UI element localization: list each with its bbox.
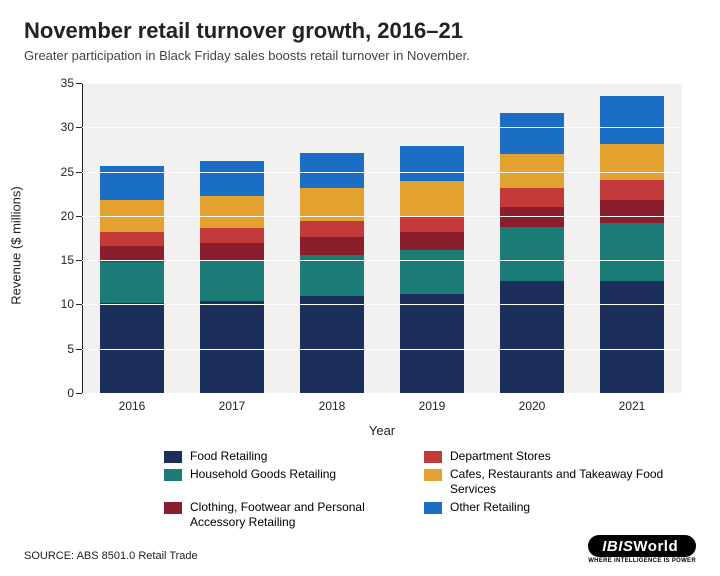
x-tick-label: 2019 <box>400 399 464 413</box>
legend-swatch <box>164 469 182 481</box>
bar-segment <box>500 227 564 281</box>
y-tick-mark <box>76 216 82 217</box>
legend-label: Household Goods Retailing <box>190 467 336 481</box>
legend-label: Department Stores <box>450 449 551 463</box>
chart-subtitle: Greater participation in Black Friday sa… <box>24 48 696 63</box>
bar-segment <box>100 262 164 303</box>
bar-segment <box>400 294 464 393</box>
bar-column <box>400 146 464 393</box>
bar-segment <box>300 237 364 255</box>
y-tick-mark <box>76 304 82 305</box>
bar-segment <box>300 221 364 237</box>
y-tick-label: 10 <box>24 297 74 311</box>
legend-swatch <box>424 469 442 481</box>
bar-column <box>200 161 264 393</box>
legend-label: Food Retailing <box>190 449 267 463</box>
y-tick-label: 20 <box>24 209 74 223</box>
y-axis-label: Revenue ($ millions) <box>9 186 24 305</box>
bar-segment <box>600 144 664 179</box>
y-tick-mark <box>76 349 82 350</box>
grid-line <box>82 172 682 173</box>
grid-line <box>82 349 682 350</box>
grid-line <box>82 83 682 84</box>
x-tick-label: 2020 <box>500 399 564 413</box>
y-tick-label: 15 <box>24 253 74 267</box>
x-tick-label: 2021 <box>600 399 664 413</box>
legend-swatch <box>424 502 442 514</box>
bar-segment <box>300 153 364 188</box>
x-tick-label: 2018 <box>300 399 364 413</box>
legend: Food Retailing Department Stores Household… <box>164 449 696 529</box>
bar-segment <box>600 223 664 281</box>
legend-item: Household Goods Retailing <box>164 467 414 496</box>
bar-segment <box>300 296 364 393</box>
legend-item: Department Stores <box>424 449 674 463</box>
legend-label: Other Retailing <box>450 500 530 514</box>
grid-line <box>82 304 682 305</box>
y-tick-mark <box>76 393 82 394</box>
chart-container: Revenue ($ millions) Year 05101520253035… <box>24 73 694 443</box>
bar-segment <box>600 180 664 200</box>
grid-line <box>82 260 682 261</box>
bar-segment <box>400 232 464 251</box>
grid-line <box>82 127 682 128</box>
legend-label: Clothing, Footwear and Personal Accessor… <box>190 500 414 529</box>
x-tick-label: 2017 <box>200 399 264 413</box>
bar-segment <box>500 113 564 154</box>
y-tick-label: 5 <box>24 342 74 356</box>
x-axis-label: Year <box>82 423 682 438</box>
y-tick-label: 30 <box>24 120 74 134</box>
bar-segment <box>200 228 264 243</box>
bar-segment <box>500 207 564 227</box>
bar-segment <box>200 260 264 301</box>
y-tick-mark <box>76 127 82 128</box>
chart-title: November retail turnover growth, 2016–21 <box>24 18 696 44</box>
legend-swatch <box>164 502 182 514</box>
source-text: SOURCE: ABS 8501.0 Retail Trade <box>24 550 198 562</box>
x-tick-label: 2016 <box>100 399 164 413</box>
bar-segment <box>400 250 464 293</box>
legend-item: Clothing, Footwear and Personal Accessor… <box>164 500 414 529</box>
bar-segment <box>200 161 264 196</box>
y-tick-mark <box>76 172 82 173</box>
bar-segment <box>200 196 264 229</box>
y-tick-mark <box>76 260 82 261</box>
bar-segment <box>500 188 564 207</box>
bar-segment <box>600 281 664 393</box>
legend-swatch <box>424 451 442 463</box>
bar-segment <box>200 301 264 393</box>
legend-item: Cafes, Restaurants and Takeaway Food Ser… <box>424 467 674 496</box>
logo-pill: IBISWorld <box>588 535 696 557</box>
logo-brand-a: IBIS <box>602 538 633 555</box>
bar-segment <box>100 232 164 246</box>
logo-brand-b: World <box>633 538 678 555</box>
bar-segment <box>200 243 264 260</box>
bar-segment <box>600 96 664 144</box>
y-tick-label: 0 <box>24 386 74 400</box>
legend-label: Cafes, Restaurants and Takeaway Food Ser… <box>450 467 674 496</box>
bar-segment <box>500 281 564 393</box>
bar-segment <box>400 181 464 216</box>
legend-swatch <box>164 451 182 463</box>
bar-column <box>500 113 564 393</box>
y-tick-mark <box>76 83 82 84</box>
grid-line <box>82 393 682 394</box>
legend-item: Food Retailing <box>164 449 414 463</box>
bar-segment <box>600 200 664 223</box>
bar-column <box>300 153 364 393</box>
legend-item: Other Retailing <box>424 500 674 529</box>
logo-tagline: WHERE INTELLIGENCE IS POWER <box>588 558 696 564</box>
bar-segment <box>400 216 464 232</box>
bars-area <box>82 83 682 393</box>
y-tick-label: 25 <box>24 165 74 179</box>
y-tick-label: 35 <box>24 76 74 90</box>
bar-segment <box>400 146 464 181</box>
grid-line <box>82 216 682 217</box>
bar-column <box>100 166 164 393</box>
logo: IBISWorld WHERE INTELLIGENCE IS POWER <box>588 535 696 564</box>
